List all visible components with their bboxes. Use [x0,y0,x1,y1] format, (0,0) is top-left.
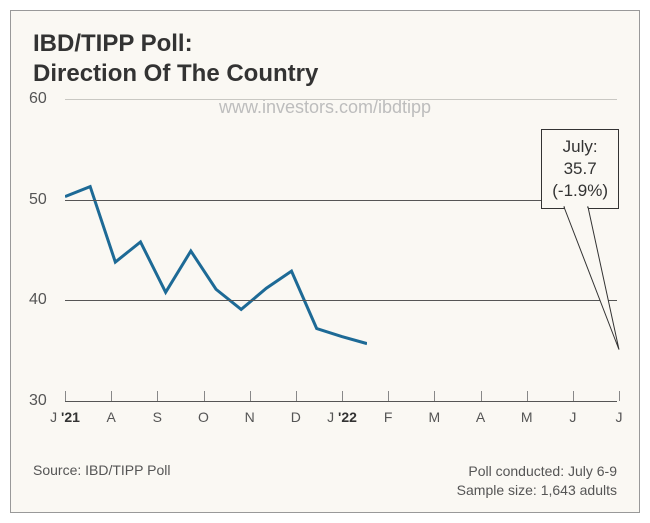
callout-box: July: 35.7 (-1.9%) [541,129,619,209]
x-tick-label: D [291,409,301,425]
chart-card: IBD/TIPP Poll: Direction Of The Country … [10,10,640,513]
x-tick-mark [157,391,158,401]
x-tick-mark [65,391,66,401]
x-tick-label: J [569,409,576,425]
x-tick-mark [481,391,482,401]
x-tick-mark [388,391,389,401]
callout-value: 35.7 [552,158,608,180]
callout-change: (-1.9%) [552,180,608,202]
x-tick-label: M [521,409,533,425]
chart-footer: Source: IBD/TIPP Poll Poll conducted: Ju… [33,462,617,500]
footer-source: Source: IBD/TIPP Poll [33,462,170,500]
grid-line [65,401,617,402]
title-line-1: IBD/TIPP Poll: [33,29,617,59]
x-tick-label: A [106,409,115,425]
callout-month: July: [552,136,608,158]
x-tick-mark [296,391,297,401]
x-tick-label: F [384,409,393,425]
x-tick-mark [619,391,620,401]
y-tick-label: 50 [29,191,47,209]
y-tick-label: 40 [29,291,47,309]
footer-right: Poll conducted: July 6-9 Sample size: 1,… [457,462,617,500]
x-tick-label: A [476,409,485,425]
x-tick-mark [434,391,435,401]
x-tick-mark [527,391,528,401]
x-tick-label: J '21 [50,409,80,425]
grid-line [65,99,617,100]
data-line [65,187,367,344]
x-tick-label: S [153,409,162,425]
x-tick-label: M [428,409,440,425]
x-tick-label: J [616,409,623,425]
x-tick-label: J '22 [327,409,357,425]
y-tick-label: 30 [29,392,47,410]
title-line-2: Direction Of The Country [33,59,617,89]
x-tick-label: N [245,409,255,425]
x-tick-mark [111,391,112,401]
chart-title: IBD/TIPP Poll: Direction Of The Country [33,29,617,89]
x-tick-label: O [198,409,209,425]
line-chart-svg [65,99,367,401]
x-tick-mark [250,391,251,401]
x-tick-mark [342,391,343,401]
x-tick-mark [204,391,205,401]
grid-line [65,300,617,301]
footer-sample: Sample size: 1,643 adults [457,481,617,500]
y-tick-label: 60 [29,90,47,108]
x-tick-mark [573,391,574,401]
footer-conducted: Poll conducted: July 6-9 [457,462,617,481]
grid-line [65,200,617,201]
chart-plot: 60504030J '21ASONDJ '22FMAMJJ [33,99,617,429]
